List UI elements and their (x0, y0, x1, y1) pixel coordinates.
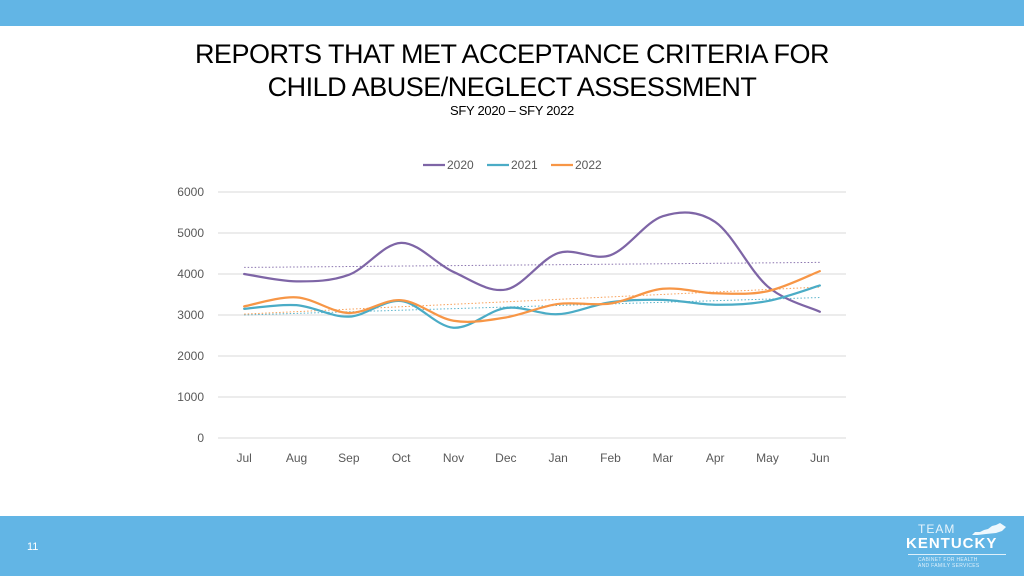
y-tick-label: 1000 (177, 390, 204, 404)
series-line-2020 (243, 211, 821, 313)
series-line-2021 (243, 284, 821, 329)
x-tick-label: Dec (495, 451, 516, 465)
x-tick-label: Jul (236, 451, 251, 465)
legend-label-2020: 2020 (447, 158, 474, 172)
logo-kentucky-text: KENTUCKY (906, 535, 998, 552)
slide-subtitle: SFY 2020 – SFY 2022 (450, 103, 574, 118)
trendline-2022 (244, 286, 820, 315)
y-tick-label: 6000 (177, 185, 204, 199)
y-tick-label: 4000 (177, 267, 204, 281)
series-line-2022 (243, 270, 821, 323)
logo-cabinet-line-1: CABINET FOR HEALTH (918, 557, 978, 563)
kentucky-state-icon (972, 523, 1006, 535)
y-tick-label: 2000 (177, 349, 204, 363)
legend-label-2021: 2021 (511, 158, 538, 172)
bottom-band (0, 516, 1024, 576)
logo-divider (908, 554, 1006, 555)
legend-label-2022: 2022 (575, 158, 602, 172)
x-tick-label: Jun (810, 451, 829, 465)
logo-team-text: TEAM (918, 522, 956, 536)
logo-cabinet-line-2: AND FAMILY SERVICES (918, 563, 980, 569)
x-tick-label: May (756, 451, 779, 465)
page-number: 11 (27, 541, 39, 553)
x-tick-label: Aug (286, 451, 307, 465)
y-tick-label: 0 (197, 431, 204, 445)
x-tick-label: Sep (338, 451, 360, 465)
trendline-2020 (244, 261, 820, 268)
slide-title: REPORTS THAT MET ACCEPTANCE CRITERIA FOR… (0, 38, 1024, 104)
y-tick-label: 3000 (177, 308, 204, 322)
x-tick-label: Nov (443, 451, 464, 465)
slide-title-line-2: CHILD ABUSE/NEGLECT ASSESSMENT (267, 72, 757, 102)
x-tick-label: Feb (600, 451, 621, 465)
top-band (0, 0, 1024, 26)
x-tick-label: Oct (392, 451, 411, 465)
x-tick-label: Apr (706, 451, 725, 465)
x-tick-label: Mar (652, 451, 673, 465)
y-tick-label: 5000 (177, 226, 204, 240)
team-kentucky-logo: TEAM KENTUCKY CABINET FOR HEALTH AND FAM… (902, 520, 1012, 574)
slide-title-line-1: REPORTS THAT MET ACCEPTANCE CRITERIA FOR (194, 39, 830, 69)
x-tick-label: Jan (548, 451, 567, 465)
